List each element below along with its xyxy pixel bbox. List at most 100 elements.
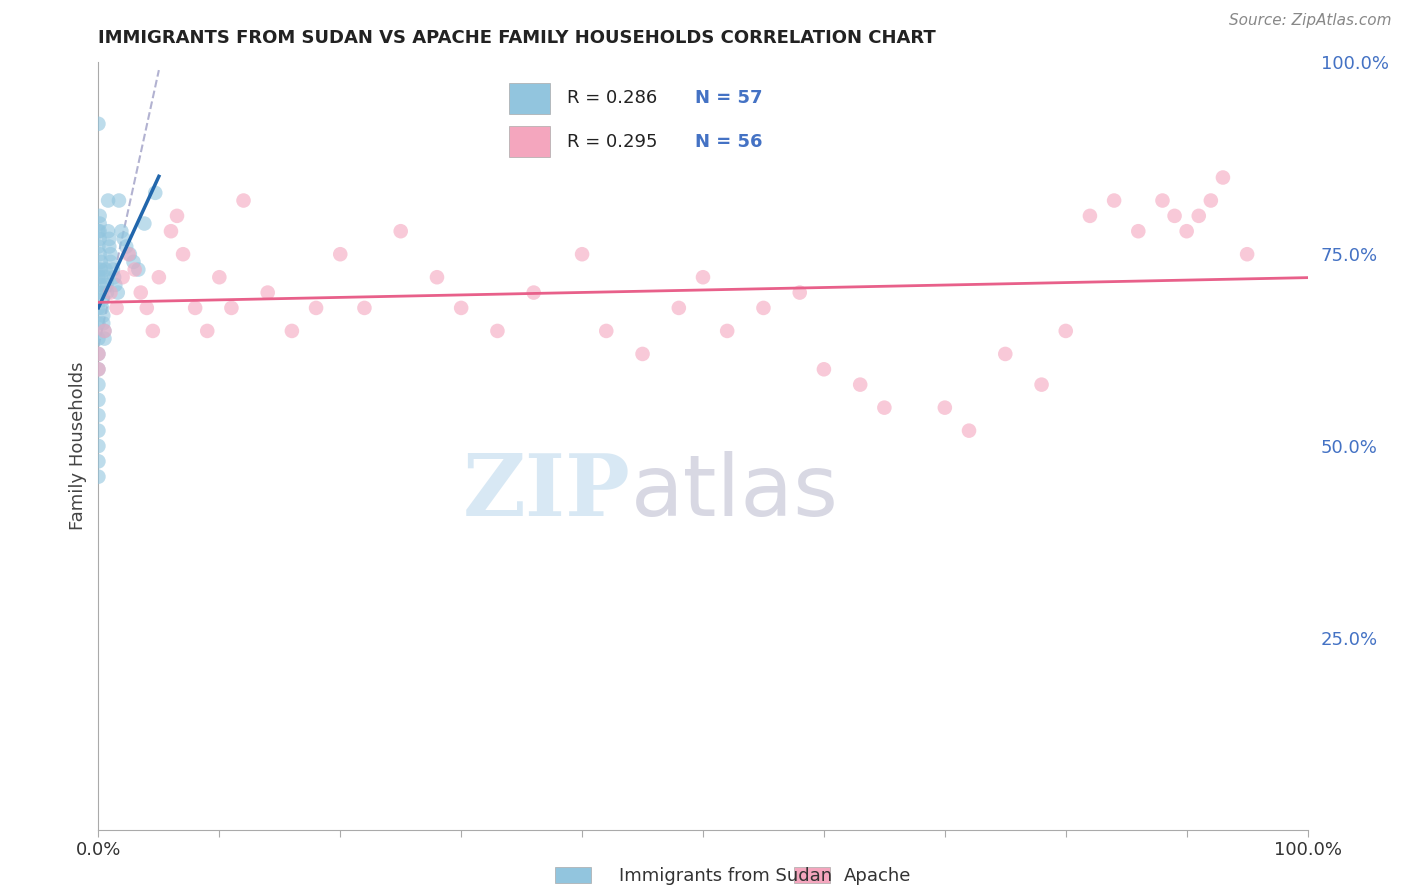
Point bbox=[87, 347, 110, 361]
Point bbox=[160, 224, 183, 238]
Point bbox=[523, 285, 546, 300]
Point bbox=[353, 301, 375, 315]
Point bbox=[87, 424, 110, 438]
Point bbox=[93, 332, 115, 346]
Point bbox=[89, 232, 111, 246]
Point bbox=[87, 362, 110, 376]
Point bbox=[118, 247, 141, 261]
Point bbox=[90, 270, 112, 285]
Point bbox=[631, 347, 654, 361]
Point bbox=[692, 270, 714, 285]
Y-axis label: Family Households: Family Households bbox=[69, 362, 87, 530]
Point bbox=[148, 270, 170, 285]
Point bbox=[389, 224, 412, 238]
Point bbox=[94, 270, 117, 285]
Point bbox=[90, 262, 112, 277]
Text: Source: ZipAtlas.com: Source: ZipAtlas.com bbox=[1229, 13, 1392, 29]
Point bbox=[195, 324, 218, 338]
Point bbox=[486, 324, 509, 338]
Point bbox=[256, 285, 278, 300]
Point bbox=[873, 401, 896, 415]
Point bbox=[93, 324, 115, 338]
Point bbox=[112, 232, 135, 246]
Point bbox=[87, 362, 110, 376]
Point bbox=[87, 301, 110, 315]
Point bbox=[97, 224, 120, 238]
Point bbox=[89, 224, 111, 238]
Point bbox=[87, 439, 110, 453]
Point bbox=[91, 316, 114, 330]
Point bbox=[100, 285, 122, 300]
Point bbox=[89, 247, 111, 261]
Point bbox=[184, 301, 207, 315]
Point bbox=[98, 232, 121, 246]
Point bbox=[716, 324, 738, 338]
Point bbox=[108, 194, 131, 208]
Point bbox=[105, 301, 128, 315]
Point bbox=[104, 277, 127, 292]
Point bbox=[1212, 170, 1234, 185]
Point bbox=[89, 209, 111, 223]
Point bbox=[100, 247, 122, 261]
Point bbox=[101, 262, 124, 277]
Point bbox=[107, 285, 129, 300]
Point bbox=[172, 247, 194, 261]
Text: atlas: atlas bbox=[630, 450, 838, 533]
Point bbox=[96, 285, 118, 300]
Point bbox=[87, 469, 110, 483]
Point bbox=[91, 285, 114, 300]
Point bbox=[143, 186, 166, 200]
Point bbox=[91, 301, 114, 315]
Point bbox=[87, 409, 110, 423]
Point bbox=[789, 285, 811, 300]
Point bbox=[87, 270, 110, 285]
Point bbox=[87, 117, 110, 131]
Point bbox=[87, 239, 110, 253]
Point bbox=[111, 270, 134, 285]
Point bbox=[329, 247, 352, 261]
Point bbox=[87, 262, 110, 277]
Point bbox=[1188, 209, 1211, 223]
Point bbox=[90, 277, 112, 292]
Point bbox=[208, 270, 231, 285]
Point bbox=[87, 316, 110, 330]
Point bbox=[752, 301, 775, 315]
Point bbox=[571, 247, 593, 261]
Point bbox=[127, 262, 149, 277]
Point bbox=[450, 301, 472, 315]
Text: ZIP: ZIP bbox=[463, 450, 630, 534]
Point bbox=[110, 224, 132, 238]
Point bbox=[1031, 377, 1053, 392]
Point bbox=[91, 309, 114, 323]
Point bbox=[813, 362, 835, 376]
Point bbox=[1128, 224, 1150, 238]
Point bbox=[994, 347, 1017, 361]
Point bbox=[87, 285, 110, 300]
Point bbox=[1199, 194, 1222, 208]
Point bbox=[1102, 194, 1125, 208]
Point bbox=[87, 377, 110, 392]
Point bbox=[426, 270, 449, 285]
Text: Apache: Apache bbox=[844, 867, 911, 885]
Point bbox=[98, 239, 121, 253]
Point bbox=[124, 262, 146, 277]
Point bbox=[93, 324, 115, 338]
Text: IMMIGRANTS FROM SUDAN VS APACHE FAMILY HOUSEHOLDS CORRELATION CHART: IMMIGRANTS FROM SUDAN VS APACHE FAMILY H… bbox=[98, 29, 936, 47]
Point bbox=[97, 194, 120, 208]
Point bbox=[118, 247, 141, 261]
Point bbox=[595, 324, 617, 338]
Point bbox=[934, 401, 956, 415]
Point bbox=[96, 277, 118, 292]
Point bbox=[281, 324, 304, 338]
Point bbox=[957, 424, 980, 438]
Point bbox=[87, 224, 110, 238]
Point bbox=[1078, 209, 1101, 223]
Point bbox=[1236, 247, 1258, 261]
Point bbox=[134, 217, 156, 231]
Point bbox=[90, 255, 112, 269]
Point bbox=[1175, 224, 1198, 238]
Point bbox=[94, 262, 117, 277]
Point bbox=[135, 301, 157, 315]
Point bbox=[89, 217, 111, 231]
Point bbox=[87, 347, 110, 361]
